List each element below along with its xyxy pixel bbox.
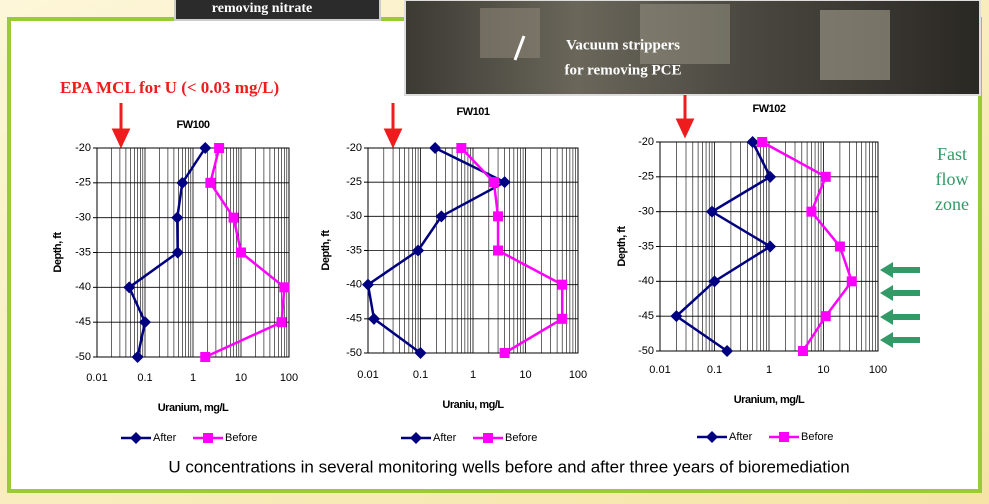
marker-square <box>277 317 287 327</box>
legend-label: After <box>433 432 457 444</box>
marker-square <box>200 352 210 362</box>
photo-detail <box>820 10 890 80</box>
legend-label: Before <box>225 432 257 444</box>
marker-square <box>779 432 789 442</box>
y-tick-label: -30 <box>638 206 654 218</box>
y-tick-label: -35 <box>346 244 362 256</box>
side-note: Fast <box>937 144 967 164</box>
x-tick-label: 0.01 <box>649 364 670 376</box>
side-note: flow <box>936 169 969 189</box>
y-tick-label: -20 <box>75 142 91 154</box>
marker-square <box>279 282 289 292</box>
x-tick-label: 10 <box>817 364 829 376</box>
legend-label: Before <box>801 431 833 443</box>
marker-square <box>456 143 466 153</box>
marker-square <box>214 143 224 153</box>
y-tick-label: -50 <box>638 345 654 357</box>
x-axis-label: Uraniu, mg/L <box>442 399 504 411</box>
marker-square <box>493 246 503 256</box>
y-tick-label: -40 <box>75 281 91 293</box>
y-tick-label: -45 <box>75 316 91 328</box>
x-tick-label: 0.01 <box>86 372 107 384</box>
x-tick-label: 0.1 <box>413 369 428 381</box>
marker-square <box>493 211 503 221</box>
x-axis-label: Uranium, mg/L <box>734 394 805 406</box>
x-tick-label: 10 <box>519 369 531 381</box>
x-tick-label: 1 <box>470 369 476 381</box>
y-tick-label: -30 <box>75 212 91 224</box>
marker-square <box>236 248 246 258</box>
side-note: zone <box>935 194 969 214</box>
y-tick-label: -25 <box>75 177 91 189</box>
y-tick-label: -20 <box>638 136 654 148</box>
mcl-label: EPA MCL for U (< 0.03 mg/L) <box>60 78 279 97</box>
marker-square <box>483 433 493 443</box>
photo-caption: removing nitrate <box>212 1 312 16</box>
marker-square <box>500 348 510 358</box>
marker-square <box>847 276 857 286</box>
photo-detail <box>480 8 540 58</box>
photo-caption: for removing PCE <box>565 62 682 78</box>
marker-square <box>229 213 239 223</box>
y-tick-label: -25 <box>346 176 362 188</box>
y-tick-label: -40 <box>638 275 654 287</box>
chart-title: FW100 <box>177 119 210 131</box>
marker-square <box>757 137 767 147</box>
caption: U concentrations in several monitoring w… <box>168 457 849 476</box>
x-tick-label: 100 <box>869 364 887 376</box>
photo-detail <box>640 4 730 64</box>
y-tick-label: -35 <box>638 240 654 252</box>
y-tick-label: -20 <box>346 142 362 154</box>
y-tick-label: -50 <box>75 351 91 363</box>
marker-square <box>821 311 831 321</box>
y-tick-label: -30 <box>346 210 362 222</box>
y-tick-label: -40 <box>346 279 362 291</box>
marker-square <box>489 177 499 187</box>
chart-title: FW101 <box>457 106 490 118</box>
x-tick-label: 10 <box>235 372 247 384</box>
y-tick-label: -50 <box>346 347 362 359</box>
chart-title: FW102 <box>753 103 786 115</box>
photo-caption: Vacuum strippers <box>566 37 680 53</box>
x-tick-label: 1 <box>190 372 196 384</box>
slide: Vacuum strippers for removing PCE removi… <box>0 0 989 504</box>
marker-square <box>821 172 831 182</box>
marker-square <box>557 280 567 290</box>
legend-label: After <box>729 431 753 443</box>
marker-square <box>798 346 808 356</box>
marker-square <box>835 242 845 252</box>
x-tick-label: 0.01 <box>357 369 378 381</box>
marker-square <box>203 433 213 443</box>
x-tick-label: 100 <box>569 369 587 381</box>
y-tick-label: -45 <box>638 310 654 322</box>
legend-label: Before <box>505 432 537 444</box>
marker-square <box>205 178 215 188</box>
x-tick-label: 0.1 <box>137 372 152 384</box>
y-tick-label: -35 <box>75 246 91 258</box>
y-axis-label: Depth, ft <box>616 226 628 267</box>
x-axis-label: Uranium, mg/L <box>158 402 229 414</box>
marker-square <box>806 207 816 217</box>
x-tick-label: 100 <box>280 372 298 384</box>
page: Vacuum strippers for removing PCE removi… <box>0 0 989 504</box>
marker-square <box>557 314 567 324</box>
y-axis-label: Depth, ft <box>320 230 332 271</box>
y-tick-label: -45 <box>346 313 362 325</box>
legend-label: After <box>153 432 177 444</box>
y-tick-label: -25 <box>638 171 654 183</box>
y-axis-label: Depth, ft <box>52 232 64 273</box>
x-tick-label: 1 <box>766 364 772 376</box>
x-tick-label: 0.1 <box>707 364 722 376</box>
